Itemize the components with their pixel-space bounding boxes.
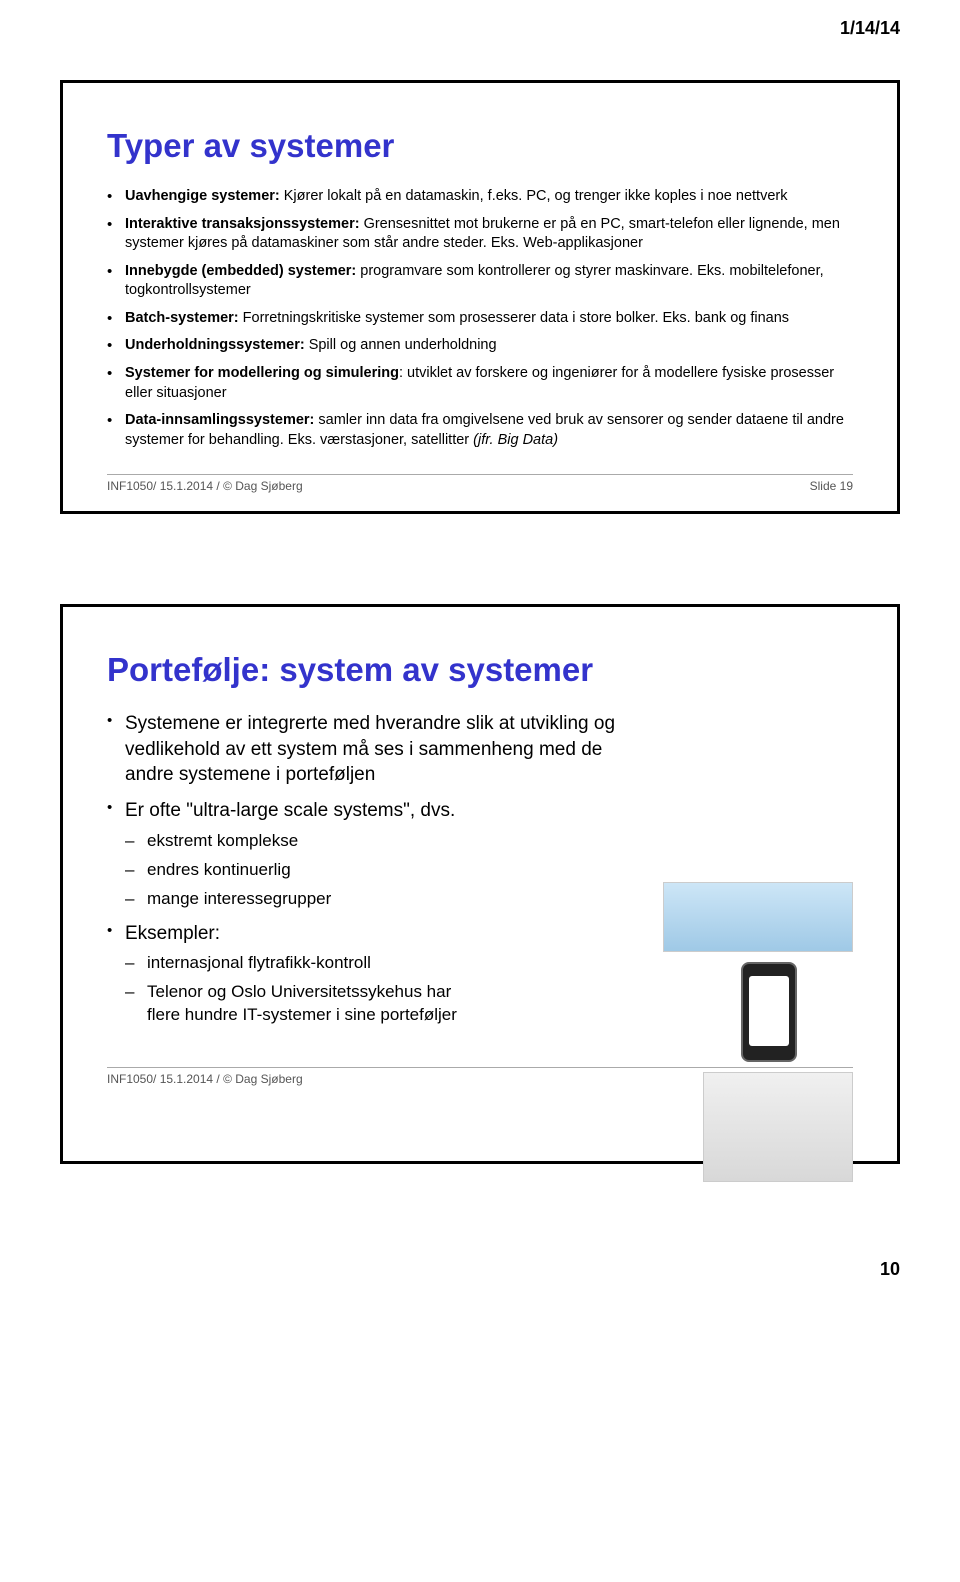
slide-1-footer: INF1050/ 15.1.2014 / © Dag Sjøberg Slide…	[107, 477, 853, 493]
bullet-bold: Interaktive transaksjonssystemer:	[125, 216, 360, 232]
bullet-text: Forretningskritiske systemer som prosess…	[239, 310, 789, 326]
doctor-image	[703, 1072, 853, 1182]
bullet-item: Eksempler: internasjonal flytrafikk-kont…	[107, 921, 647, 1027]
bullet-bold: Data-innsamlingssystemer:	[125, 412, 314, 428]
sub-bullets: internasjonal flytrafikk-kontroll Teleno…	[125, 952, 647, 1027]
bullet-item: Batch-systemer: Forretningskritiske syst…	[107, 309, 853, 329]
bullet-bold: Innebygde (embedded) systemer:	[125, 263, 356, 279]
smartphone-image	[741, 962, 797, 1062]
bullet-text: Eksempler:	[125, 923, 220, 944]
bullet-text: Kjører lokalt på en datamaskin, f.eks. P…	[280, 188, 788, 204]
slide-2-title: Portefølje: system av systemer	[107, 651, 853, 689]
bullet-item: Systemer for modellering og simulering: …	[107, 364, 853, 403]
sub-bullet-item: mange interessegrupper	[125, 888, 647, 911]
slide-1: Typer av systemer Uavhengige systemer: K…	[60, 80, 900, 514]
sub-bullet-item: endres kontinuerlig	[125, 859, 647, 882]
bullet-item: Interaktive transaksjonssystemer: Grense…	[107, 215, 853, 254]
bullet-text: Systemene er integrerte med hverandre sl…	[125, 713, 615, 785]
sub-bullet-item: Telenor og Oslo Universitetssykehus har …	[125, 981, 485, 1027]
page-number: 10	[880, 1259, 900, 1280]
slide-2-bullets: Systemene er integrerte med hverandre sl…	[107, 711, 647, 1027]
footer-slide-num: 19	[840, 479, 853, 493]
bullet-item: Innebygde (embedded) systemer: programva…	[107, 262, 853, 301]
page-container: 1/14/14 Typer av systemer Uavhengige sys…	[0, 0, 960, 1294]
bullet-bold: Uavhengige systemer:	[125, 188, 280, 204]
bullet-text: Spill og annen underholdning	[305, 337, 497, 353]
bullet-item: Er ofte "ultra-large scale systems", dvs…	[107, 798, 647, 910]
sub-bullet-item: internasjonal flytrafikk-kontroll	[125, 952, 647, 975]
sub-bullet-item: ekstremt komplekse	[125, 830, 647, 853]
footer-right: Slide 19	[810, 479, 853, 493]
footer-divider	[107, 474, 853, 475]
airplane-image	[663, 882, 853, 952]
date-header: 1/14/14	[840, 18, 900, 39]
bullet-item: Underholdningssystemer: Spill og annen u…	[107, 336, 853, 356]
bullet-italic: (jfr. Big Data)	[473, 432, 558, 448]
slide-2: Portefølje: system av systemer Systemene…	[60, 604, 900, 1164]
slide-1-title: Typer av systemer	[107, 127, 853, 165]
bullet-item: Data-innsamlingssystemer: samler inn dat…	[107, 411, 853, 450]
footer-slide-label: Slide	[810, 479, 837, 493]
bullet-item: Uavhengige systemer: Kjører lokalt på en…	[107, 187, 853, 207]
bullet-bold: Batch-systemer:	[125, 310, 239, 326]
footer-divider	[107, 1067, 853, 1068]
bullet-bold: Underholdningssystemer:	[125, 337, 305, 353]
bullet-text: Er ofte "ultra-large scale systems", dvs…	[125, 800, 455, 821]
sub-bullets: ekstremt komplekse endres kontinuerlig m…	[125, 830, 647, 911]
sub-bullet-text: Telenor og Oslo Universitetssykehus har …	[147, 982, 457, 1024]
footer-left: INF1050/ 15.1.2014 / © Dag Sjøberg	[107, 479, 303, 493]
bullet-item: Systemene er integrerte med hverandre sl…	[107, 711, 647, 788]
bullet-bold: Systemer for modellering og simulering	[125, 365, 399, 381]
footer-left: INF1050/ 15.1.2014 / © Dag Sjøberg	[107, 1072, 303, 1086]
slide-1-bullets: Uavhengige systemer: Kjører lokalt på en…	[107, 187, 853, 450]
